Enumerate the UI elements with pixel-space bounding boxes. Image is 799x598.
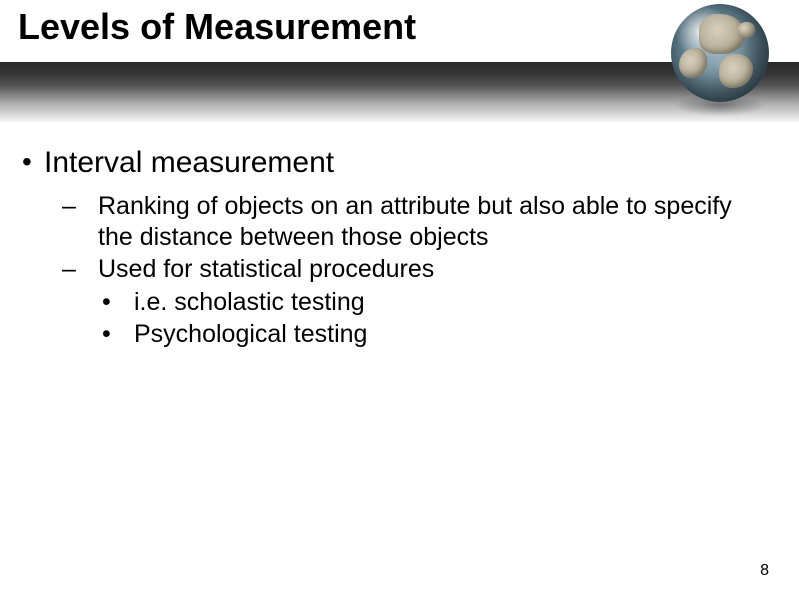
bullet-level3: •Psychological testing xyxy=(18,319,769,350)
slide: Levels of Measurement Interval measureme… xyxy=(0,0,799,598)
slide-title: Levels of Measurement xyxy=(18,6,416,48)
bullet-text: i.e. scholastic testing xyxy=(134,288,365,316)
bullet-text: Psychological testing xyxy=(134,320,367,348)
bullet-icon: • xyxy=(118,287,134,318)
globe-landmass xyxy=(679,48,707,78)
bullet-icon: • xyxy=(118,319,134,350)
bullet-level3: •i.e. scholastic testing xyxy=(18,287,769,318)
bullet-text: Used for statistical procedures xyxy=(98,255,434,283)
globe-landmass xyxy=(719,54,753,88)
globe-landmass xyxy=(737,22,755,38)
globe-sphere xyxy=(671,4,769,102)
bullet-level2: –Ranking of objects on an attribute but … xyxy=(18,191,769,252)
dash-icon: – xyxy=(80,191,98,222)
globe-icon xyxy=(665,0,775,110)
page-number: 8 xyxy=(760,562,769,580)
slide-body: Interval measurement –Ranking of objects… xyxy=(18,145,769,352)
bullet-level2: –Used for statistical procedures xyxy=(18,254,769,285)
bullet-text: Ranking of objects on an attribute but a… xyxy=(98,192,732,251)
dash-icon: – xyxy=(80,254,98,285)
bullet-level1: Interval measurement xyxy=(18,145,769,181)
bullet-text: Interval measurement xyxy=(44,146,334,179)
